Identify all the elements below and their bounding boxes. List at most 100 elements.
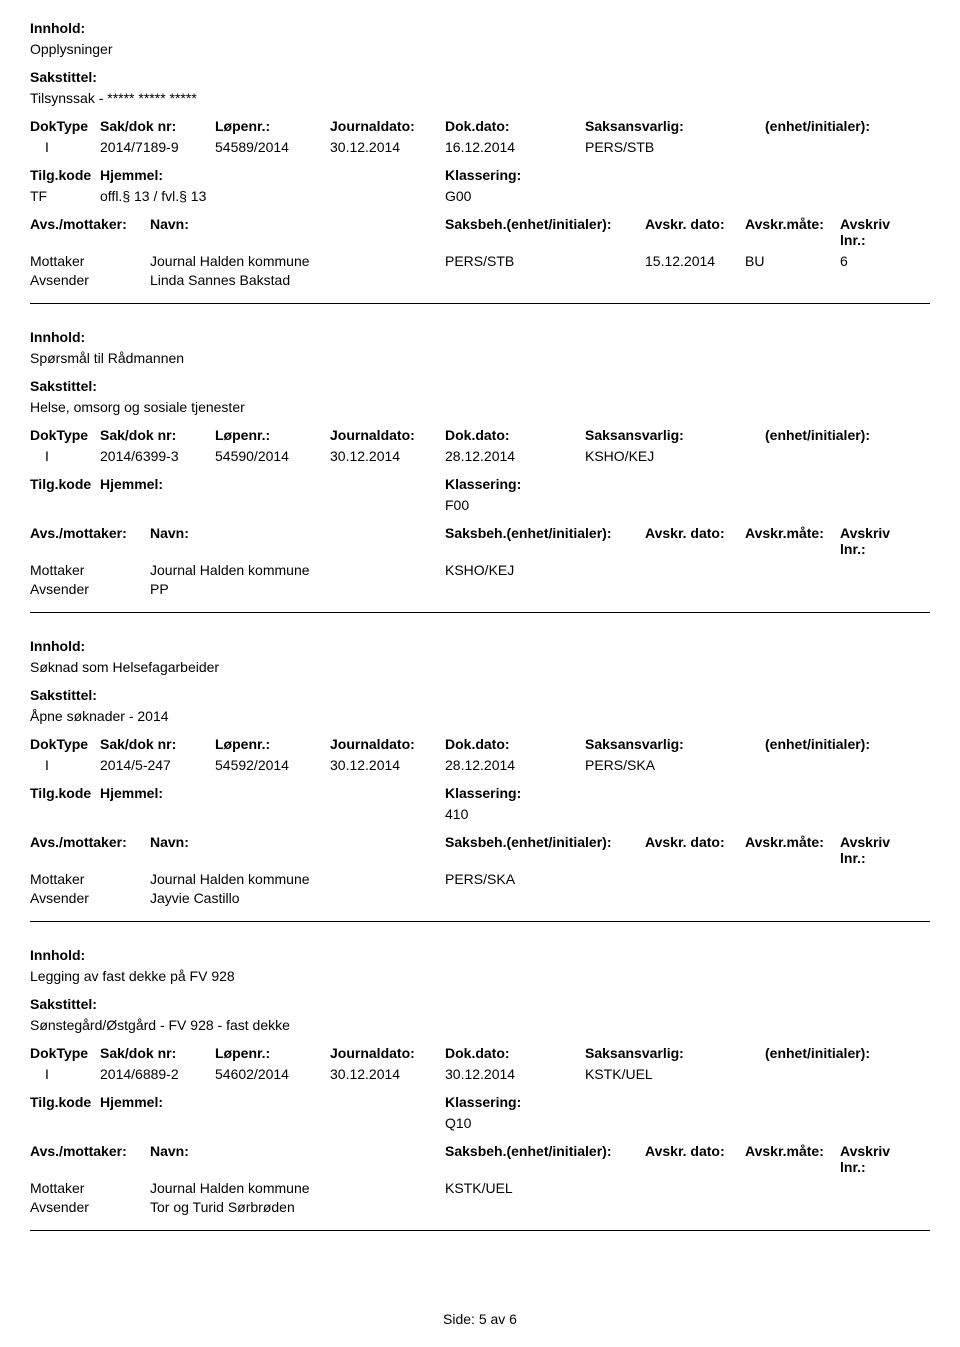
- avskrmate-header: Avskr.måte:: [745, 1143, 840, 1175]
- hjemmel-header-row: Tilg.kode Hjemmel: Klassering:: [30, 1094, 930, 1110]
- navn-header: Navn:: [150, 834, 445, 866]
- party-header-row: Avs./mottaker: Navn: Saksbeh.(enhet/init…: [30, 834, 930, 866]
- avsender-row: Avsender Linda Sannes Bakstad: [30, 272, 930, 288]
- hjemmel-value: offl.§ 13 / fvl.§ 13: [100, 188, 445, 204]
- avsmottaker-header: Avs./mottaker:: [30, 216, 150, 248]
- saksbeh-value: PERS/SKA: [445, 871, 645, 887]
- lopenr-value: 54589/2014: [215, 139, 330, 155]
- navn-header: Navn:: [150, 216, 445, 248]
- saksansvarlig-header: Saksansvarlig:: [585, 736, 765, 752]
- fields-data-row: I 2014/7189-9 54589/2014 30.12.2014 16.1…: [30, 139, 930, 155]
- hjemmel-header: Hjemmel:: [100, 1094, 445, 1110]
- avskrdato-header: Avskr. dato:: [645, 834, 745, 866]
- hjemmel-header-row: Tilg.kode Hjemmel: Klassering:: [30, 167, 930, 183]
- hjemmel-header-row: Tilg.kode Hjemmel: Klassering:: [30, 476, 930, 492]
- page-footer: Side: 5 av 6: [30, 1311, 930, 1327]
- avskrdato-value: [645, 1180, 745, 1196]
- avskrmate-header: Avskr.måte:: [745, 216, 840, 248]
- dokdato-header: Dok.dato:: [445, 1045, 585, 1061]
- sakstittel-label: Sakstittel:: [30, 69, 930, 85]
- entry-divider: [30, 1230, 930, 1231]
- sakstittel-value: Tilsynssak - ***** ***** *****: [30, 90, 930, 106]
- hjemmel-data-row: TF offl.§ 13 / fvl.§ 13 G00: [30, 188, 930, 204]
- avskrivlnr-header: Avskriv lnr.:: [840, 216, 890, 248]
- avskrivlnr-value: [840, 871, 890, 887]
- avsmottaker-header: Avs./mottaker:: [30, 525, 150, 557]
- hjemmel-value: [100, 1115, 445, 1131]
- fields-header-row: DokType Sak/dok nr: Løpenr.: Journaldato…: [30, 427, 930, 443]
- avskrivlnr-value: [840, 562, 890, 578]
- journal-entry: Innhold: Søknad som Helsefagarbeider Sak…: [30, 638, 930, 922]
- saksansvarlig-header: Saksansvarlig:: [585, 118, 765, 134]
- klassering-header: Klassering:: [445, 785, 521, 801]
- sakstittel-label: Sakstittel:: [30, 996, 930, 1012]
- mottaker-navn: Journal Halden kommune: [150, 253, 445, 269]
- journal-entry: Innhold: Opplysninger Sakstittel: Tilsyn…: [30, 20, 930, 304]
- saksansvarlig-value: KSTK/UEL: [585, 1066, 765, 1082]
- avsender-navn: Jayvie Castillo: [150, 890, 445, 906]
- doktype-value: I: [30, 139, 100, 155]
- dokdato-header: Dok.dato:: [445, 736, 585, 752]
- saksansvarlig-value: PERS/STB: [585, 139, 765, 155]
- innhold-value: Søknad som Helsefagarbeider: [30, 659, 930, 675]
- mottaker-label: Mottaker: [30, 562, 150, 578]
- saksbeh-value: PERS/STB: [445, 253, 645, 269]
- sakdok-value: 2014/6399-3: [100, 448, 215, 464]
- saksansvarlig-header: Saksansvarlig:: [585, 427, 765, 443]
- doktype-value: I: [30, 757, 100, 773]
- avskrivlnr-header: Avskriv lnr.:: [840, 834, 890, 866]
- mottaker-row: Mottaker Journal Halden kommune PERS/SKA: [30, 871, 930, 887]
- party-header-row: Avs./mottaker: Navn: Saksbeh.(enhet/init…: [30, 525, 930, 557]
- hjemmel-header: Hjemmel:: [100, 167, 445, 183]
- lopenr-value: 54592/2014: [215, 757, 330, 773]
- saksbeh-header: Saksbeh.(enhet/initialer):: [445, 525, 645, 557]
- navn-header: Navn:: [150, 525, 445, 557]
- mottaker-row: Mottaker Journal Halden kommune PERS/STB…: [30, 253, 930, 269]
- fields-data-row: I 2014/5-247 54592/2014 30.12.2014 28.12…: [30, 757, 930, 773]
- fields-data-row: I 2014/6889-2 54602/2014 30.12.2014 30.1…: [30, 1066, 930, 1082]
- dokdato-value: 28.12.2014: [445, 448, 585, 464]
- journal-entry: Innhold: Legging av fast dekke på FV 928…: [30, 947, 930, 1231]
- doktype-header: DokType: [30, 118, 100, 134]
- fields-header-row: DokType Sak/dok nr: Løpenr.: Journaldato…: [30, 118, 930, 134]
- lopenr-value: 54590/2014: [215, 448, 330, 464]
- klassering-value: Q10: [445, 1115, 471, 1131]
- sakdok-header: Sak/dok nr:: [100, 1045, 215, 1061]
- avskrmate-value: [745, 871, 840, 887]
- saksansvarlig-value: KSHO/KEJ: [585, 448, 765, 464]
- avskrivlnr-header: Avskriv lnr.:: [840, 1143, 890, 1175]
- avsender-label: Avsender: [30, 581, 150, 597]
- doktype-header: DokType: [30, 427, 100, 443]
- lopenr-header: Løpenr.:: [215, 118, 330, 134]
- dokdato-value: 16.12.2014: [445, 139, 585, 155]
- klassering-header: Klassering:: [445, 1094, 521, 1110]
- doktype-value: I: [30, 448, 100, 464]
- saksbeh-value: KSHO/KEJ: [445, 562, 645, 578]
- avsender-row: Avsender Tor og Turid Sørbrøden: [30, 1199, 930, 1215]
- sakdok-header: Sak/dok nr:: [100, 736, 215, 752]
- sakstittel-label: Sakstittel:: [30, 687, 930, 703]
- sakdok-header: Sak/dok nr:: [100, 118, 215, 134]
- dokdato-header: Dok.dato:: [445, 427, 585, 443]
- hjemmel-data-row: F00: [30, 497, 930, 513]
- journaldato-header: Journaldato:: [330, 1045, 445, 1061]
- saksansvarlig-value: PERS/SKA: [585, 757, 765, 773]
- avskrdato-value: 15.12.2014: [645, 253, 745, 269]
- lopenr-header: Løpenr.:: [215, 427, 330, 443]
- innhold-label: Innhold:: [30, 947, 930, 963]
- mottaker-row: Mottaker Journal Halden kommune KSTK/UEL: [30, 1180, 930, 1196]
- navn-header: Navn:: [150, 1143, 445, 1175]
- tilgkode-header: Tilg.kode: [30, 167, 100, 183]
- saksbeh-header: Saksbeh.(enhet/initialer):: [445, 1143, 645, 1175]
- lopenr-header: Løpenr.:: [215, 1045, 330, 1061]
- tilgkode-header: Tilg.kode: [30, 476, 100, 492]
- journaldato-value: 30.12.2014: [330, 1066, 445, 1082]
- doktype-header: DokType: [30, 736, 100, 752]
- avskrdato-header: Avskr. dato:: [645, 216, 745, 248]
- avskrdato-header: Avskr. dato:: [645, 525, 745, 557]
- mottaker-row: Mottaker Journal Halden kommune KSHO/KEJ: [30, 562, 930, 578]
- enhet-header: (enhet/initialer):: [765, 1045, 870, 1061]
- avskrivlnr-header: Avskriv lnr.:: [840, 525, 890, 557]
- tilgkode-value: [30, 1115, 100, 1131]
- entry-divider: [30, 303, 930, 304]
